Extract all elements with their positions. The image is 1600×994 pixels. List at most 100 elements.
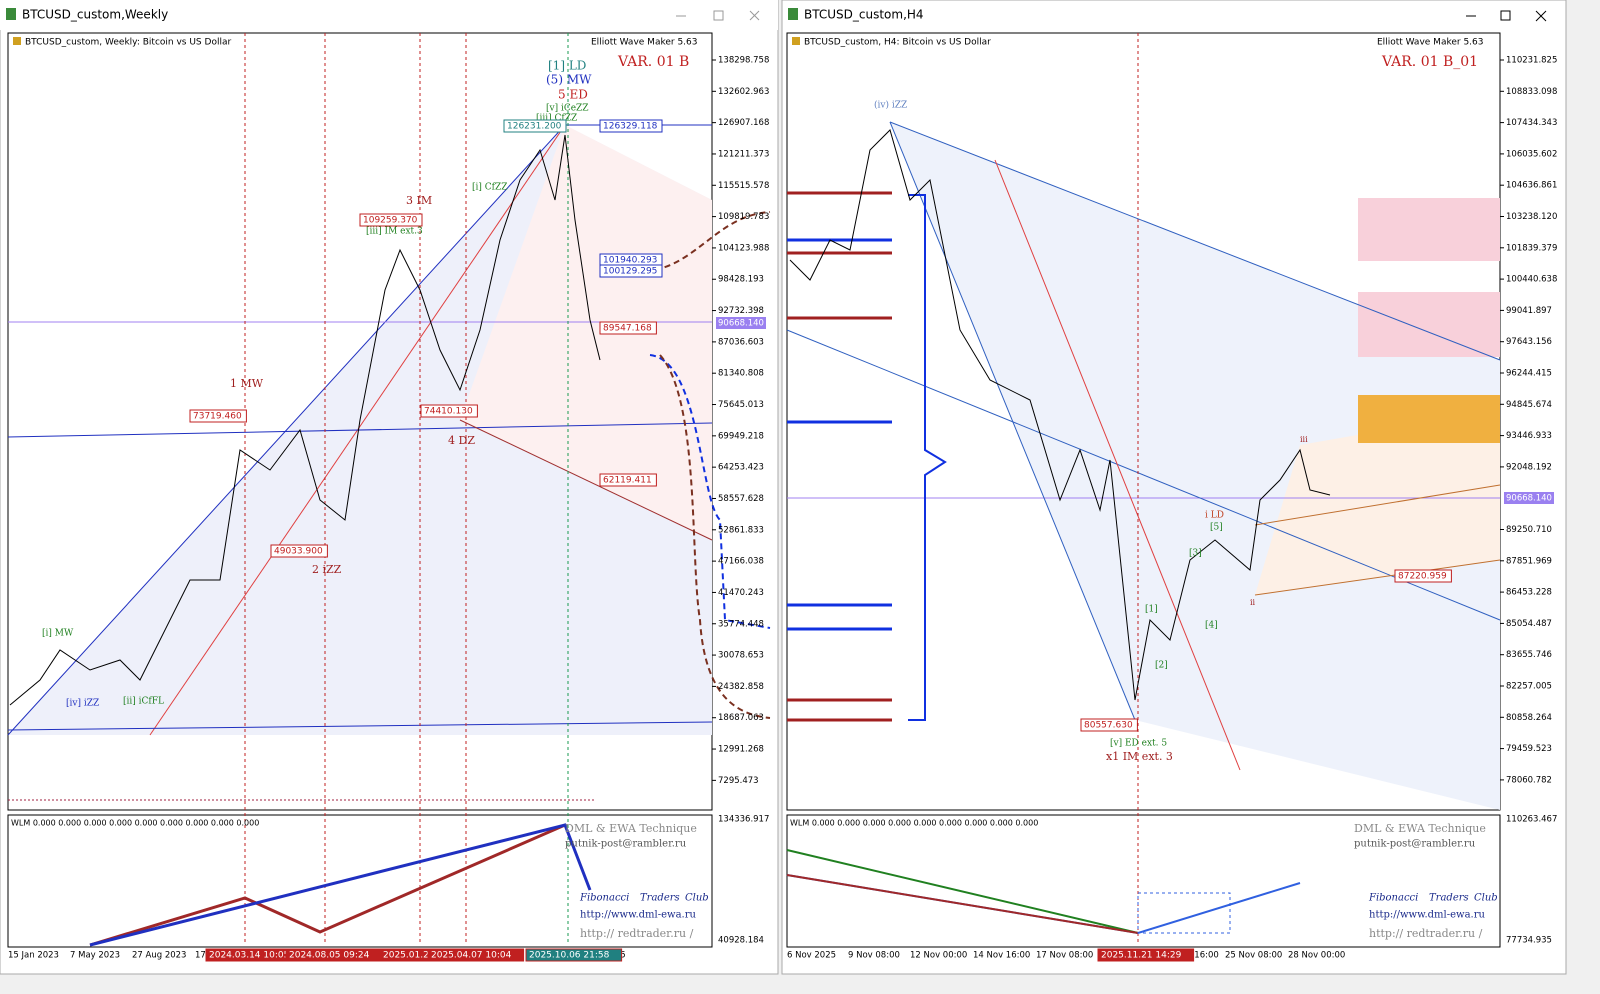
credit: Traders: [640, 893, 680, 904]
price-label: 83655.746: [1506, 650, 1552, 660]
price-box: 101940.293: [603, 256, 657, 266]
wave-label: [iv] iZZ: [66, 699, 99, 709]
price-box: 109259.370: [363, 216, 418, 226]
chart-header: BTCUSD_custom, H4: Bitcoin vs US Dollar: [804, 38, 991, 48]
variant: VAR. 01 B: [617, 54, 689, 70]
window-controls[interactable]: [676, 10, 760, 21]
date-label: 15 Jan 2023: [8, 951, 59, 961]
price-label: 81340.808: [718, 369, 764, 379]
credit: putnik-post@rambler.ru: [565, 839, 687, 850]
date-marker-bg: [427, 948, 525, 962]
chart-icon: [13, 37, 21, 45]
price-box: 126329.118: [603, 122, 658, 132]
price-label: 109819.783: [718, 212, 769, 222]
price-label: 41470.243: [718, 588, 764, 598]
date-label: 28 Nov 00:00: [1288, 951, 1345, 961]
wave-label: 5 ED: [558, 88, 588, 102]
wave-label: x1 IM ext. 3: [1106, 750, 1173, 763]
wave-label: [3]: [1189, 549, 1202, 559]
credit: http:// redtrader.ru /: [580, 927, 694, 940]
price-box: 73719.460: [193, 412, 242, 422]
current-price-bg: [1504, 492, 1554, 504]
wave-label: [iii] IM ext.3: [366, 227, 423, 237]
price-box-bg: [599, 264, 663, 278]
price-label: 80858.264: [1506, 713, 1552, 723]
credit: http:// redtrader.ru /: [1369, 927, 1483, 940]
credit: Fibonacci: [579, 893, 629, 904]
price-label: 126907.168: [718, 118, 769, 128]
credit: Club: [1474, 893, 1498, 904]
wave-label: [4]: [1205, 621, 1218, 631]
price-label: 94845.674: [1506, 400, 1552, 410]
price-box-bg: [503, 119, 567, 133]
indicator-header: WLM 0.000 0.000 0.000 0.000 0.000 0.000 …: [11, 819, 259, 828]
date-marker: 2024.03.14 10:05: [209, 951, 289, 961]
price-box-bg: [599, 473, 657, 487]
date-label: 27 Aug 2023: [132, 951, 186, 961]
price-label: 96244.415: [1506, 369, 1552, 379]
date-marker: 2025.04.07 10:04: [431, 951, 512, 961]
indicator-axis: 134336.917: [718, 815, 769, 825]
price-label: 78060.782: [1506, 775, 1552, 785]
analysis-drawing: [786, 33, 1501, 945]
date-marker: 2025.01.2: [383, 951, 429, 961]
variant: VAR. 01 B_01: [1381, 54, 1478, 70]
price-box-bg: [1394, 569, 1452, 583]
tool-name: Elliott Wave Maker 5.63: [1377, 38, 1483, 48]
wave-label: [i] MW: [42, 629, 74, 639]
credit: Traders: [1429, 893, 1469, 904]
date-label: 7 May 2023: [70, 951, 120, 961]
price-label: 100440.638: [1506, 275, 1557, 285]
price-label: 92048.192: [1506, 462, 1552, 472]
indicator-axis: 40928.184: [718, 936, 764, 946]
price-label: 97643.156: [1506, 337, 1552, 347]
date-label: 14 Nov 16:00: [973, 951, 1030, 961]
wave-label: (iv) iZZ: [874, 100, 907, 111]
wave-label: 2 iZZ: [312, 563, 342, 576]
price-label: 92732.398: [718, 306, 764, 316]
price-label: 82257.005: [1506, 682, 1552, 692]
indicator-axis: 110263.467: [1506, 815, 1557, 825]
price-label: 58557.628: [718, 494, 764, 504]
price-label: 101839.379: [1506, 243, 1557, 253]
price-label: 64253.423: [718, 463, 764, 473]
indicator-area: [786, 814, 1501, 948]
date-label: 17 Nov 08:00: [1036, 951, 1093, 961]
price-box-bg: [420, 404, 478, 418]
price-label: 69949.218: [718, 431, 764, 441]
wave-label: ii: [1250, 598, 1256, 607]
price-label: 87851.969: [1506, 556, 1552, 566]
credit: http://www.dml-ewa.ru: [580, 910, 697, 921]
price-label: 104123.988: [718, 243, 769, 253]
wave-label: [5]: [1210, 523, 1223, 533]
price-label: 93446.933: [1506, 431, 1552, 441]
analysis-drawing: [7, 33, 771, 947]
price-label: 75645.013: [718, 400, 764, 410]
price-label: 47166.038: [718, 557, 764, 567]
price-box-bg: [1080, 718, 1138, 732]
window-title: BTCUSD_custom,H4: [804, 8, 924, 22]
price-label: 106035.602: [1506, 149, 1557, 159]
current-price-bg: [716, 317, 766, 329]
price-label: 103238.120: [1506, 212, 1557, 222]
price-label: 104636.861: [1506, 181, 1557, 191]
date-label: 25 Nov 08:00: [1225, 951, 1282, 961]
price-label: 7295.473: [718, 776, 759, 786]
wave-label: [i] CfZZ: [472, 183, 508, 193]
wave-label: [v] iCeZZ: [546, 104, 589, 114]
price-box: 100129.295: [603, 267, 657, 277]
price-box: 89547.168: [603, 324, 652, 334]
price-label: 18687.063: [718, 713, 764, 723]
indicator-area: [7, 814, 713, 948]
wave-label: 3 IM: [406, 194, 432, 207]
credit: putnik-post@rambler.ru: [1354, 839, 1476, 850]
credit: Club: [685, 893, 709, 904]
price-box-bg: [359, 213, 423, 227]
window-controls[interactable]: [1466, 10, 1547, 22]
title-bar: [0, 0, 778, 30]
wave-label: [2]: [1155, 661, 1168, 671]
indicator-axis: 77734.935: [1506, 936, 1552, 946]
wave-label: 4 DZ: [448, 434, 475, 447]
price-label: 99041.897: [1506, 306, 1552, 316]
